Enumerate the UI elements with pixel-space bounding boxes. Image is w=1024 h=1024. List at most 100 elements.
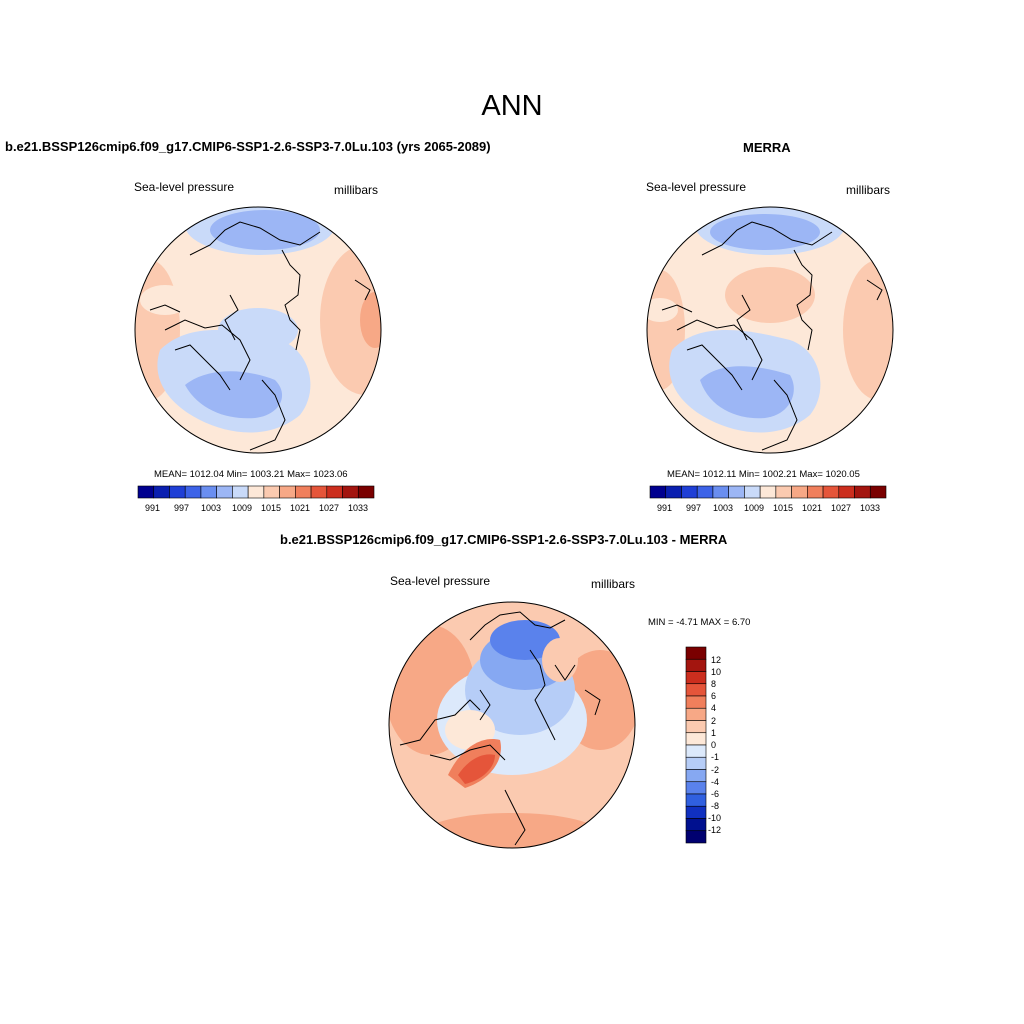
obs-colorbar-box [807,485,824,499]
obs-colorbar-tick: 1015 [773,503,794,513]
diff-variable-label: Sea-level pressure [390,574,491,588]
model-colorbar-box [279,485,296,499]
model-slp-map [135,207,381,453]
diff-colorbar-box [685,744,707,758]
figure-title: ANN [481,90,543,122]
model-colorbar-box [232,485,249,499]
diff-colorbar-box [685,830,707,844]
model-colorbar-tick: 997 [174,503,190,513]
obs-slp-map [647,207,893,453]
obs-colorbar-tick: 1027 [831,503,852,513]
diff-colorbar-tick: 8 [711,679,717,689]
model-colorbar-tick: 1009 [232,503,253,513]
diff-colorbar-box [685,818,707,832]
model-colorbar-box [326,485,343,499]
diff-colorbar-box [685,695,707,709]
obs-colorbar-box [822,485,840,499]
obs-colorbar-box [649,485,667,499]
obs-colorbar-tick: 1003 [713,503,734,513]
obs-colorbar-box [775,485,792,499]
model-colorbar-tick: 1027 [319,503,340,513]
diff-colorbar-tick: -4 [711,777,720,787]
diff-slp-map [389,602,635,848]
diff-colorbar-box [685,769,707,783]
model-variable-label: Sea-level pressure [134,180,235,194]
model-colorbar-box [153,485,170,499]
diff-colorbar-tick: -10 [708,813,722,823]
obs-colorbar-box [854,485,871,499]
diff-colorbar-tick: 10 [711,667,722,677]
model-colorbar-box [357,485,375,499]
obs-colorbar-tick: 1009 [744,503,765,513]
model-colorbar-box [247,485,265,499]
obs-map-border [646,206,894,454]
diff-colorbar-box [685,805,707,819]
model-stats: MEAN= 1012.04 Min= 1003.21 Max= 1023.06 [154,469,348,480]
model-colorbar-box [200,485,217,499]
model-colorbar-tick: 991 [145,503,161,513]
diff-colorbar-tick: 1 [711,728,717,738]
model-coastlines [149,221,371,451]
obs-colorbar-box [665,485,682,499]
obs-coastlines [661,221,883,451]
model-colorbar-tick: 1015 [261,503,282,513]
model-colorbar-box [342,485,359,499]
obs-colorbar-box [728,485,745,499]
diff-colorbar-box [685,756,707,770]
diff-colorbar-tick: 2 [711,716,717,726]
diff-stats: MIN = -4.71 MAX = 6.70 [648,617,751,628]
model-colorbar-box [295,485,312,499]
obs-colorbar-tick: 991 [657,503,673,513]
obs-colorbar-box [681,485,698,499]
model-map-border [134,206,382,454]
obs-colorbar-tick: 1033 [860,503,881,513]
diff-colorbar-box [685,732,707,746]
obs-units-label: millibars [846,183,891,197]
diff-colorbar-tick: -8 [711,801,720,811]
diff-colorbar-box [685,683,707,697]
diff-colorbar-tick: -2 [711,765,720,775]
diff-colorbar [685,646,707,844]
obs-colorbar-tick: 1021 [802,503,823,513]
obs-stats: MEAN= 1012.11 Min= 1002.21 Max= 1020.05 [667,469,860,480]
diff-colorbar-box [685,707,707,721]
diff-colorbar-box [685,720,707,734]
obs-colorbar-box [838,485,855,499]
diff-colorbar-box [685,646,707,660]
diff-map-border [388,601,636,849]
obs-colorbar-box [744,485,761,499]
obs-colorbar-box [869,485,887,499]
model-colorbar-box [137,485,155,499]
obs-colorbar-tick: 997 [686,503,702,513]
obs-colorbar-box [712,485,729,499]
diff-colorbar-tick: 6 [711,691,717,701]
obs-panel-title: MERRA [743,140,791,155]
diff-colorbar-box [685,781,707,795]
obs-colorbar-box [696,485,714,499]
model-colorbar-box [263,485,280,499]
model-panel-title: b.e21.BSSP126cmip6.f09_g17.CMIP6-SSP1-2.… [5,139,491,154]
diff-panel-title: b.e21.BSSP126cmip6.f09_g17.CMIP6-SSP1-2.… [280,532,728,547]
model-colorbar-box [216,485,233,499]
diff-colorbar-box [685,658,707,672]
diff-colorbar-box [685,793,707,807]
model-colorbar-box [310,485,328,499]
diff-colorbar-box [685,671,707,685]
diff-colorbar-tick: 4 [711,703,717,713]
model-colorbar-tick: 1021 [290,503,311,513]
obs-variable-label: Sea-level pressure [646,180,747,194]
diff-units-label: millibars [591,577,636,591]
model-colorbar-box [169,485,186,499]
obs-colorbar-box [791,485,808,499]
model-colorbar-tick: 1033 [348,503,369,513]
diff-colorbar-tick: 12 [711,655,722,665]
diff-coastlines [399,611,601,846]
model-units-label: millibars [334,183,379,197]
model-colorbar-box [184,485,202,499]
obs-colorbar [649,485,887,499]
model-colorbar [137,485,375,499]
diff-colorbar-tick: -1 [711,752,720,762]
diff-colorbar-tick: -12 [708,825,722,835]
diff-colorbar-tick: -6 [711,789,720,799]
